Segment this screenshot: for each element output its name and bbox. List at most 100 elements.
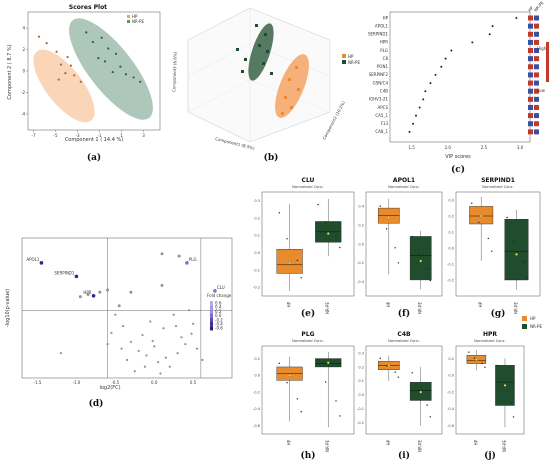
y-tick-label: -0.4: [357, 280, 365, 284]
sample-point: [509, 402, 512, 404]
data-point: [168, 365, 171, 368]
data-point: [107, 47, 110, 50]
y-tick-label: 2: [22, 47, 25, 52]
panel-label-c: (c): [451, 164, 465, 175]
boxplot-title: APOL1: [393, 177, 415, 184]
x-tick-label: -5: [54, 133, 58, 138]
panel-c-vip-scores: HP APOL1 SERPIND1 HPR PLG C8 PON1 SERPINF2 GSN/C…: [368, 0, 549, 175]
data-point: [37, 35, 41, 38]
legend-nrpe-swatch: [522, 324, 527, 329]
category-label: HP: [386, 301, 391, 307]
vip-heat-cell-nrpe: [534, 23, 539, 29]
mean-marker: [326, 361, 330, 365]
data-point: [137, 349, 140, 352]
y-tick-label: -0.2: [357, 261, 364, 265]
sample-point: [385, 228, 388, 230]
vip-point: [488, 33, 491, 36]
y-tick-label: 0.0: [358, 242, 364, 246]
data-point: [153, 345, 156, 348]
vip-heat-cell-hp: [528, 48, 533, 54]
sample-point: [471, 202, 473, 204]
data-point: [114, 52, 118, 55]
boxplot-frame: [365, 345, 443, 435]
data-point: [160, 283, 164, 287]
labeled-point: [213, 289, 217, 293]
vip-point: [491, 25, 494, 28]
vip-heat-cell-nrpe: [534, 64, 539, 70]
mean-marker: [387, 364, 391, 367]
vip-heat-cell-nrpe: [534, 88, 539, 94]
vip-rows: HP APOL1 SERPIND1 HPR PLG C8 PON1 SERPINF2 GSN/C…: [368, 15, 539, 135]
data-point: [97, 57, 100, 60]
sample-point: [397, 262, 400, 264]
vip-heat-cell-hp: [528, 88, 533, 94]
vip-x-ticks: 1.5 2.0 2.5 3.0: [408, 145, 523, 150]
data-point: [188, 309, 191, 312]
legend-color-cell: [210, 322, 213, 327]
category-label: NR-PE: [325, 440, 330, 452]
scores-legend: HP NR-PE: [127, 14, 144, 24]
panel-label-a: (a): [87, 152, 101, 163]
data-point: [114, 313, 117, 316]
legend-value: -0.6: [215, 326, 223, 331]
boxplot-frame: [365, 191, 443, 297]
sample-point: [300, 277, 302, 279]
sample-point: [300, 411, 302, 413]
data-point: [141, 334, 144, 337]
data-point: [190, 332, 193, 335]
panel-label-i: (i): [398, 450, 410, 461]
point-label: APOL1: [26, 257, 40, 262]
y-tick-label: 0.0: [254, 374, 260, 378]
sample-point: [278, 362, 280, 365]
vip-point: [429, 82, 432, 85]
vip-heat-cell-nrpe: [534, 113, 539, 119]
vip-heat-cell-hp: [528, 15, 533, 21]
sample-point: [397, 376, 400, 378]
data-point: [255, 24, 258, 27]
gridline: [187, 43, 251, 77]
boxplot-frame: [261, 191, 355, 297]
legend-value: -0.2: [215, 317, 223, 322]
vip-feature-label: IGHV3-21: [369, 97, 389, 102]
data-point: [45, 42, 48, 45]
mean-marker: [288, 373, 291, 377]
data-point: [290, 106, 293, 109]
data-point: [264, 33, 267, 36]
mean-marker: [419, 259, 423, 263]
mean-marker: [503, 384, 507, 387]
data-point: [73, 74, 76, 77]
point-label: CLU: [217, 285, 225, 290]
mean-marker: [515, 253, 518, 256]
legend-color-cell: [210, 313, 213, 318]
data-point: [79, 80, 82, 83]
legend-value: -0.4: [215, 322, 223, 327]
boxplot-subtitle: Normalized Conc.: [292, 339, 324, 343]
data-point: [66, 55, 69, 59]
vip-heat-cell-nrpe: [534, 104, 539, 110]
x-tick-label: 2.5: [481, 145, 488, 150]
x-tick-label: 1: [120, 133, 123, 138]
data-point: [236, 48, 239, 51]
data-point: [151, 339, 154, 343]
y-tick-label: 0.1: [448, 230, 454, 234]
panel-label-b: (b): [264, 152, 279, 163]
sample-point: [324, 221, 327, 223]
point-label: SERPIND1: [54, 270, 75, 275]
y-tick-label: 0.3: [448, 198, 454, 202]
x-tick-label: 0.5: [190, 380, 197, 385]
volcano-legend-title: Fold change: [207, 293, 232, 298]
vip-feature-label: GSN/C4: [373, 80, 389, 85]
labeled-point: [185, 261, 189, 265]
data-point: [180, 336, 183, 339]
nrpe-confidence-ellipse: [69, 18, 153, 120]
sample-point: [385, 365, 388, 367]
legend-hp-label: HP: [348, 54, 354, 59]
sample-point: [286, 238, 288, 240]
vip-heat-cell-hp: [528, 80, 533, 86]
vip-point: [422, 98, 425, 101]
volcano-xlabel: log2(FC): [99, 385, 120, 391]
sample-point: [429, 416, 431, 418]
